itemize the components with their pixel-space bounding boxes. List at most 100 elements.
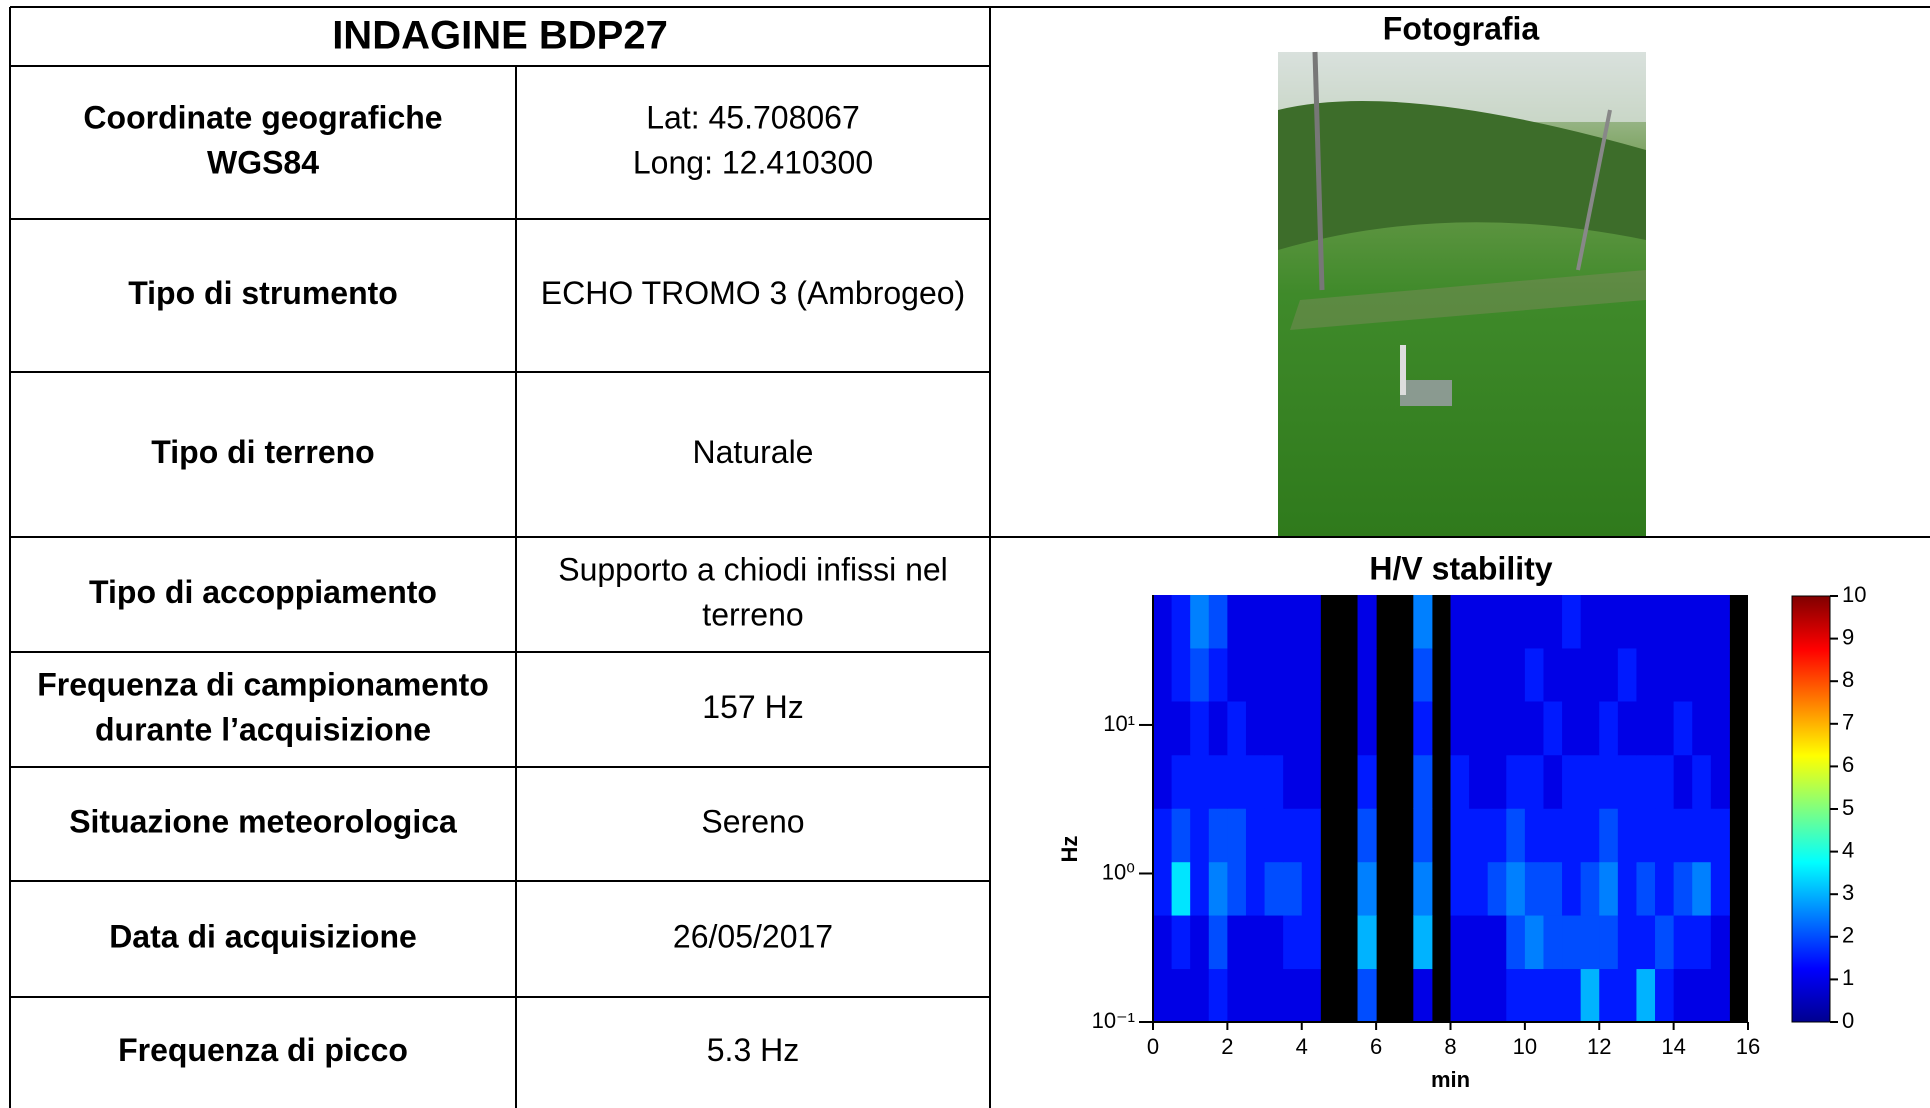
heat-cell xyxy=(1469,700,1489,756)
heat-cell xyxy=(1692,808,1712,863)
heat-cell xyxy=(1171,754,1191,809)
heat-cell xyxy=(1413,861,1433,916)
heat-cell xyxy=(1153,861,1173,916)
row-label: Tipo di terreno xyxy=(151,434,374,470)
y-tick-label: 10⁻¹ xyxy=(1092,1008,1135,1033)
heat-cell xyxy=(1599,968,1619,1023)
heat-cell xyxy=(1543,754,1563,809)
heat-cell xyxy=(1562,754,1582,809)
heat-cell xyxy=(1617,915,1637,970)
heat-cell xyxy=(1283,595,1303,649)
heat-cell xyxy=(1190,915,1210,970)
heat-cell xyxy=(1543,915,1563,970)
heat-cell xyxy=(1636,968,1656,1023)
heat-cell xyxy=(1617,647,1637,702)
heat-cell xyxy=(1524,700,1544,756)
heat-cell xyxy=(1599,700,1619,756)
heat-cell xyxy=(1617,808,1637,863)
heat-cell xyxy=(1562,968,1582,1023)
colorbar-tick-label: 9 xyxy=(1842,624,1854,649)
colorbar-tick-label: 6 xyxy=(1842,752,1854,777)
row-label: Coordinate geografiche xyxy=(83,99,442,135)
heat-cell xyxy=(1692,861,1712,916)
heat-cell xyxy=(1357,808,1377,863)
heat-cell xyxy=(1171,808,1191,863)
heat-cell xyxy=(1171,861,1191,916)
row-value: 26/05/2017 xyxy=(673,918,833,954)
heat-cell xyxy=(1413,700,1433,756)
heat-cell xyxy=(1190,808,1210,863)
heat-cell xyxy=(1190,754,1210,809)
heat-cell xyxy=(1153,968,1173,1023)
heat-cell xyxy=(1469,861,1489,916)
colorbar-tick-label: 2 xyxy=(1842,923,1854,948)
heat-cell xyxy=(1487,968,1507,1023)
row-value: Lat: 45.708067 xyxy=(646,99,860,135)
heat-cell xyxy=(1673,968,1693,1023)
table-title: INDAGINE BDP27 xyxy=(332,14,668,58)
heat-cell xyxy=(1636,861,1656,916)
heat-cell xyxy=(1673,754,1693,809)
y-tick-label: 10⁰ xyxy=(1102,859,1135,884)
heat-cell xyxy=(1673,861,1693,916)
heat-cell xyxy=(1208,700,1228,756)
y-tick-label: 10¹ xyxy=(1103,711,1135,736)
heat-cell xyxy=(1636,595,1656,649)
heat-cell xyxy=(1469,754,1489,809)
heat-cell xyxy=(1283,808,1303,863)
heat-cell xyxy=(1450,915,1470,970)
x-tick-label: 12 xyxy=(1587,1034,1611,1059)
heat-cell xyxy=(1524,968,1544,1023)
heat-cell xyxy=(1264,968,1284,1023)
heat-cell xyxy=(1692,700,1712,756)
heat-cell xyxy=(1506,647,1526,702)
row-value: Sereno xyxy=(701,803,804,839)
x-tick-label: 4 xyxy=(1296,1034,1308,1059)
heat-cell xyxy=(1562,808,1582,863)
heat-cell xyxy=(1208,808,1228,863)
heat-cell xyxy=(1524,754,1544,809)
heat-cell xyxy=(1599,861,1619,916)
heat-cell xyxy=(1673,595,1693,649)
heat-cell xyxy=(1227,915,1247,970)
heat-cell xyxy=(1264,808,1284,863)
x-tick-label: 8 xyxy=(1444,1034,1456,1059)
heat-cell xyxy=(1506,754,1526,809)
photo-vines xyxy=(1278,101,1646,250)
heat-cell xyxy=(1636,700,1656,756)
heat-cell xyxy=(1506,968,1526,1023)
heat-cell xyxy=(1617,700,1637,756)
colorbar-tick-label: 3 xyxy=(1842,880,1854,905)
heat-cell xyxy=(1673,647,1693,702)
heat-cell xyxy=(1227,968,1247,1023)
colorbar-tick-label: 5 xyxy=(1842,795,1854,820)
heat-cell xyxy=(1710,968,1730,1023)
row-value: 5.3 Hz xyxy=(707,1032,799,1068)
heat-cell xyxy=(1357,595,1377,649)
heat-cell xyxy=(1301,861,1321,916)
heat-cell xyxy=(1153,647,1173,702)
heat-cell xyxy=(1617,861,1637,916)
heat-cell xyxy=(1283,861,1303,916)
row-value: 157 Hz xyxy=(702,689,803,725)
heat-cell xyxy=(1655,700,1675,756)
table-grid xyxy=(9,6,1930,1108)
row-value: Naturale xyxy=(693,434,814,470)
heat-cell xyxy=(1692,754,1712,809)
heat-cell xyxy=(1264,700,1284,756)
heat-cell xyxy=(1692,647,1712,702)
heat-cell xyxy=(1227,647,1247,702)
heat-cell xyxy=(1469,595,1489,649)
heat-cell xyxy=(1301,915,1321,970)
heat-cell xyxy=(1357,700,1377,756)
heat-cell xyxy=(1450,861,1470,916)
heat-cell xyxy=(1153,754,1173,809)
row-label: Frequenza di picco xyxy=(118,1032,408,1068)
heat-cell xyxy=(1543,595,1563,649)
x-tick-label: 16 xyxy=(1736,1034,1760,1059)
heat-cell xyxy=(1227,754,1247,809)
heat-cell xyxy=(1599,647,1619,702)
heat-cell xyxy=(1710,647,1730,702)
heat-cell xyxy=(1617,754,1637,809)
